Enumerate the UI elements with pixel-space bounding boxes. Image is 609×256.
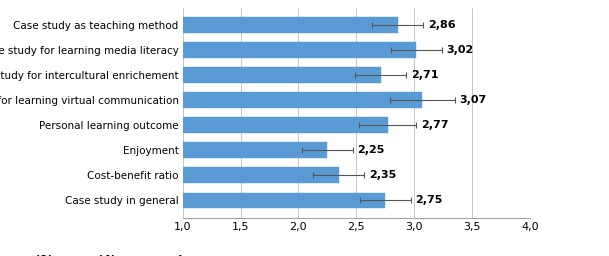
Bar (183, 118, 387, 133)
Bar (183, 67, 381, 83)
Bar (183, 167, 339, 183)
Text: 3,02: 3,02 (446, 45, 474, 55)
Text: 2,75: 2,75 (415, 195, 443, 205)
Bar (183, 142, 328, 158)
Text: 2,86: 2,86 (428, 20, 456, 30)
Text: 2,35: 2,35 (369, 170, 396, 180)
Text: 2,77: 2,77 (421, 120, 449, 130)
Bar (183, 193, 385, 208)
Text: (1) poor - (4) very good: (1) poor - (4) very good (35, 255, 183, 256)
Text: 2,25: 2,25 (357, 145, 385, 155)
Bar (183, 42, 417, 58)
Text: 2,71: 2,71 (410, 70, 438, 80)
Text: 3,07: 3,07 (459, 95, 487, 105)
Bar (183, 17, 398, 33)
Bar (183, 92, 422, 108)
